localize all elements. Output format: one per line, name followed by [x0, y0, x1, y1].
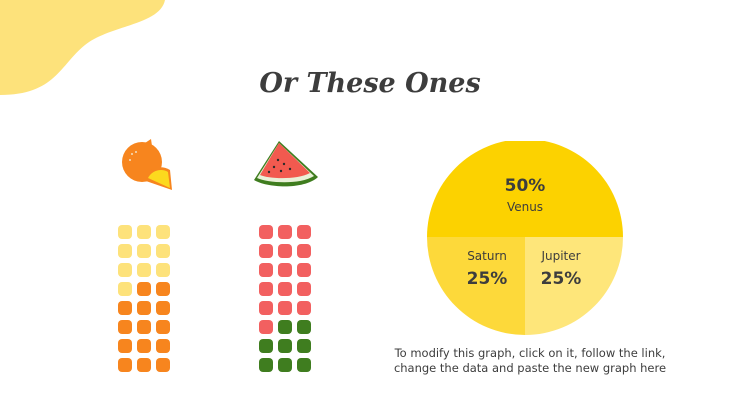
- grid-cell: [297, 225, 311, 239]
- instruction-note: To modify this graph, click on it, follo…: [380, 346, 680, 376]
- grid-cell: [156, 301, 170, 315]
- page-title: Or These Ones: [259, 68, 481, 99]
- orange-icon: [122, 139, 172, 190]
- grid-cell: [297, 282, 311, 296]
- grid-cell: [137, 339, 151, 353]
- venus-label: Venus: [506, 200, 544, 214]
- grid-cell: [118, 320, 132, 334]
- grid-cell: [156, 358, 170, 372]
- grid-cell: [137, 225, 151, 239]
- orange-cell-grid: [118, 225, 174, 375]
- grid-cell: [156, 320, 170, 334]
- grid-cell: [259, 244, 273, 258]
- saturn-label-group: Saturn 25%: [452, 249, 522, 289]
- saturn-percentage: 25%: [466, 269, 508, 289]
- grid-cell: [118, 358, 132, 372]
- grid-cell: [137, 263, 151, 277]
- grid-cell: [297, 358, 311, 372]
- saturn-label: Saturn: [467, 249, 507, 263]
- grid-cell: [137, 301, 151, 315]
- jupiter-label: Jupiter: [541, 249, 581, 263]
- grid-cell: [137, 320, 151, 334]
- jupiter-label-group: Jupiter 25%: [526, 249, 596, 289]
- grid-cell: [156, 263, 170, 277]
- grid-cell: [156, 339, 170, 353]
- watermelon-cell-grid: [259, 225, 315, 375]
- grid-cell: [259, 358, 273, 372]
- grid-cell: [118, 301, 132, 315]
- pie-slice-jupiter: [525, 237, 623, 335]
- grid-cell: [156, 282, 170, 296]
- grid-cell: [118, 225, 132, 239]
- grid-cell: [137, 282, 151, 296]
- grid-cell: [297, 339, 311, 353]
- grid-cell: [278, 225, 292, 239]
- pie-slice-venus: [427, 141, 623, 237]
- corner-blob-shape: [0, 0, 165, 95]
- grid-cell: [297, 320, 311, 334]
- grid-cell: [259, 263, 273, 277]
- grid-cell: [259, 320, 273, 334]
- grid-cell: [259, 339, 273, 353]
- jupiter-percentage: 25%: [540, 269, 582, 289]
- watermelon-icon: [254, 141, 318, 187]
- grid-cell: [278, 320, 292, 334]
- grid-cell: [278, 263, 292, 277]
- grid-cell: [137, 358, 151, 372]
- instruction-line-1: To modify this graph, click on it, follo…: [394, 346, 666, 360]
- venus-label-group: 50% Venus: [475, 176, 575, 214]
- grid-cell: [156, 225, 170, 239]
- grid-cell: [297, 244, 311, 258]
- grid-cell: [259, 282, 273, 296]
- grid-cell: [278, 358, 292, 372]
- grid-cell: [278, 301, 292, 315]
- venus-percentage: 50%: [504, 176, 546, 196]
- grid-cell: [118, 263, 132, 277]
- grid-cell: [137, 244, 151, 258]
- grid-cell: [278, 244, 292, 258]
- grid-cell: [118, 339, 132, 353]
- grid-cell: [118, 282, 132, 296]
- grid-cell: [118, 244, 132, 258]
- grid-cell: [297, 263, 311, 277]
- grid-cell: [259, 225, 273, 239]
- pie-chart: [427, 141, 623, 335]
- grid-cell: [259, 301, 273, 315]
- grid-cell: [156, 244, 170, 258]
- grid-cell: [278, 339, 292, 353]
- instruction-line-2: change the data and paste the new graph …: [393, 361, 667, 375]
- pie-slice-saturn: [427, 237, 525, 335]
- grid-cell: [278, 282, 292, 296]
- grid-cell: [297, 301, 311, 315]
